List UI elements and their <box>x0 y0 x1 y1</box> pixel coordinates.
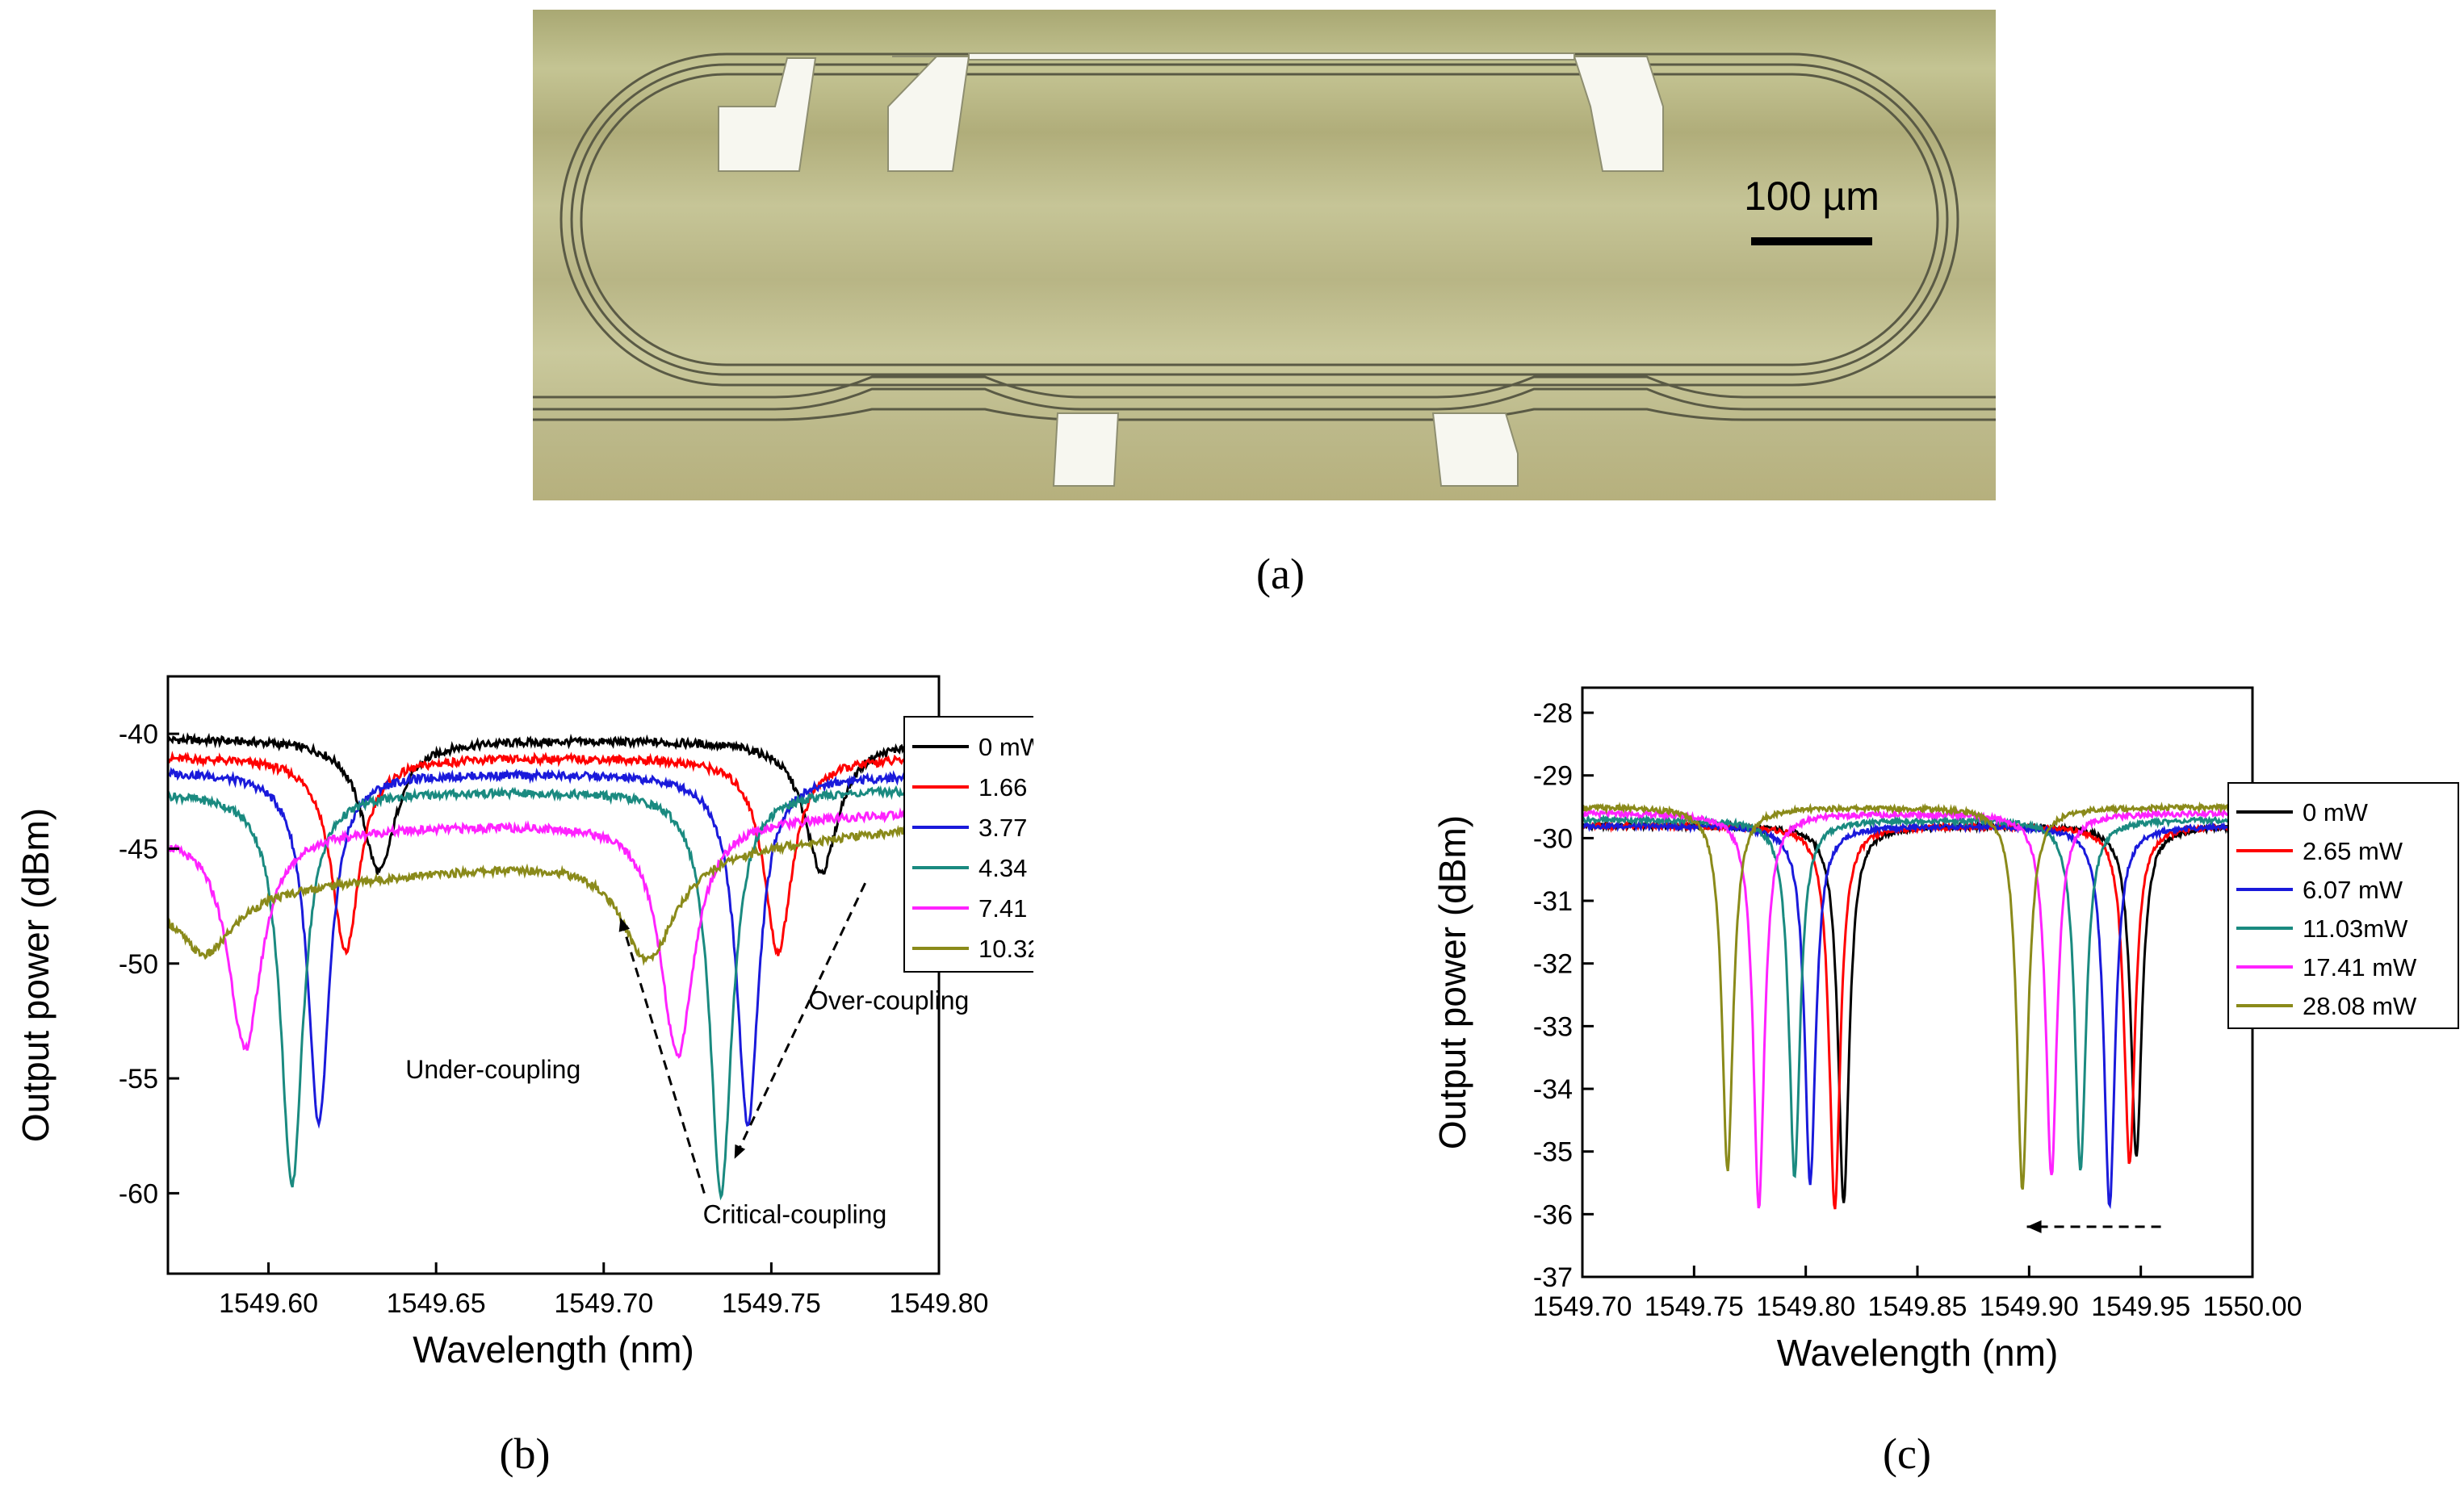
y-tick-label: -37 <box>1533 1262 1573 1293</box>
x-tick-label: 1549.70 <box>554 1288 653 1319</box>
legend-label: 4.34 mW <box>978 854 1033 882</box>
legend-label: 0 mW <box>2303 798 2369 827</box>
y-tick-label: -33 <box>1533 1011 1573 1042</box>
arrow-head <box>734 1144 746 1159</box>
caption-c: (c) <box>1883 1429 1931 1478</box>
x-tick-label: 1550.00 <box>2203 1291 2303 1322</box>
legend-label: 2.65 mW <box>2303 837 2403 865</box>
y-tick-label: -30 <box>1533 823 1573 854</box>
scale-bar <box>1751 237 1872 245</box>
arrow-head <box>618 917 631 932</box>
caption-a: (a) <box>1256 550 1305 598</box>
y-tick-label: -31 <box>1533 886 1573 917</box>
y-axis-label: Output power (dBm) <box>1431 815 1473 1149</box>
y-tick-label: -34 <box>1533 1074 1573 1105</box>
y-tick-label: -55 <box>119 1064 158 1094</box>
series-line-2 <box>1582 819 2254 1210</box>
series-line-0 <box>166 732 941 875</box>
x-axis-label: Wavelength (nm) <box>1777 1332 2059 1374</box>
x-tick-label: 1549.65 <box>387 1288 486 1319</box>
chart-b: 1549.60 1549.65 1549.70 1549.75 1549.80 -40 -4… <box>15 675 1033 1371</box>
legend-label: 0 mW <box>978 733 1033 761</box>
series-line-3 <box>166 784 941 1201</box>
y-tick-label: -35 <box>1533 1137 1573 1168</box>
legend-label: 7.41 mW <box>978 894 1033 923</box>
arrow-head <box>2026 1220 2042 1233</box>
legend-label: 17.41 mW <box>2303 953 2417 981</box>
legend-label: 3.77 mW <box>978 814 1033 842</box>
x-tick-label: 1549.60 <box>219 1288 318 1319</box>
x-tick-label: 1549.70 <box>1533 1291 1632 1322</box>
y-tick-label: -32 <box>1533 949 1573 980</box>
legend <box>2227 782 2459 1029</box>
series-line-5 <box>166 822 940 967</box>
x-tick-label: 1549.75 <box>1645 1291 1744 1322</box>
series-line-4 <box>1582 807 2254 1209</box>
microscope-image: 100 µm <box>533 10 1996 500</box>
y-axis-label: Output power (dBm) <box>15 808 57 1142</box>
x-tick-label: 1549.80 <box>890 1288 989 1319</box>
legend <box>903 716 1033 973</box>
chart-c: 1549.70 1549.75 1549.80 1549.85 1549.90 1549.… <box>1431 686 2459 1374</box>
x-tick-label: 1549.85 <box>1868 1291 1967 1322</box>
series-line-2 <box>166 767 941 1129</box>
y-tick-label: -40 <box>119 719 158 750</box>
series-line-5 <box>1582 801 2253 1191</box>
y-tick-label: -50 <box>119 949 158 980</box>
x-tick-label: 1549.95 <box>2091 1291 2190 1322</box>
annotation-label: Under-coupling <box>405 1055 580 1084</box>
legend-label: 6.07 mW <box>2303 876 2403 904</box>
x-tick-label: 1549.75 <box>722 1288 821 1319</box>
y-tick-label: -29 <box>1533 761 1573 792</box>
racetrack-resonator-micrograph: 100 µm <box>533 10 1996 500</box>
series-line-3 <box>1581 813 2254 1178</box>
y-tick-label: -45 <box>119 834 158 864</box>
series-line-0 <box>1581 819 2253 1203</box>
x-tick-label: 1549.80 <box>1756 1291 1855 1322</box>
legend-label: 1.66 mW <box>978 773 1033 801</box>
top-electrode <box>718 52 1664 172</box>
coupling-arrow <box>733 882 867 1160</box>
legend-label: 10.32 mW <box>978 935 1033 963</box>
plot-frame <box>166 675 941 1275</box>
annotation-label: Critical-coupling <box>703 1199 887 1228</box>
coupling-arrow <box>619 917 706 1194</box>
bottom-electrode <box>1052 412 1519 487</box>
series-line-4 <box>167 807 941 1059</box>
annotation-label: Over-coupling <box>808 986 969 1015</box>
x-axis-label: Wavelength (nm) <box>413 1329 694 1371</box>
legend-label: 11.03mW <box>2303 914 2408 943</box>
y-tick-label: -60 <box>119 1178 158 1209</box>
y-tick-label: -36 <box>1533 1199 1573 1230</box>
y-tick-label: -28 <box>1533 698 1573 729</box>
caption-b: (b) <box>499 1429 551 1478</box>
x-tick-label: 1549.90 <box>1980 1291 2079 1322</box>
legend-label: 28.08 mW <box>2303 992 2417 1020</box>
plot-frame <box>1581 686 2254 1278</box>
scale-bar-label: 100 µm <box>1744 174 1879 219</box>
